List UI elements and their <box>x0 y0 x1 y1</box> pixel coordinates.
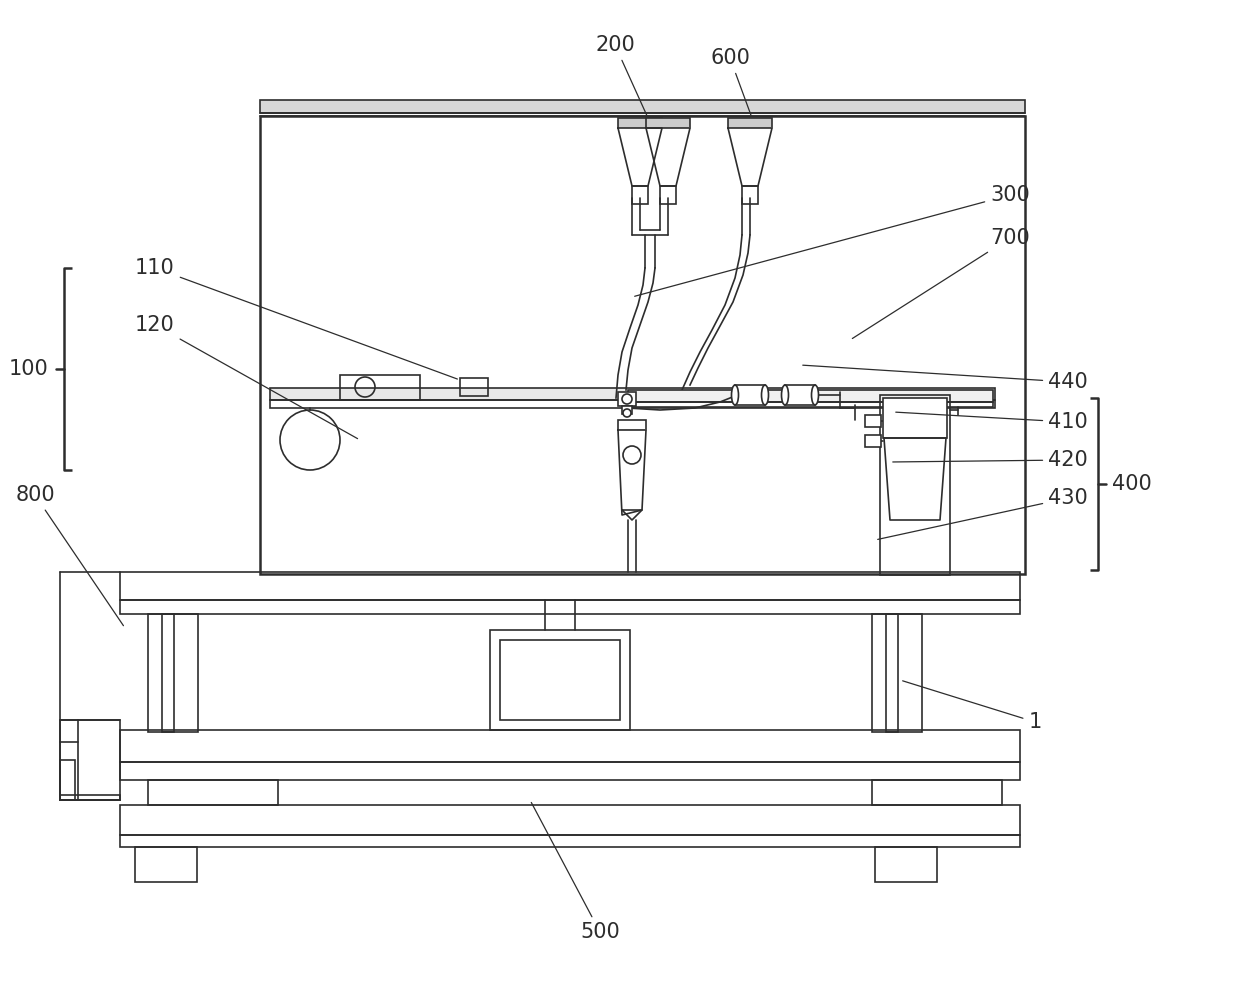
Text: 430: 430 <box>878 488 1087 540</box>
Bar <box>872 614 923 732</box>
Bar <box>632 186 649 204</box>
Polygon shape <box>618 128 662 186</box>
Bar <box>500 640 620 720</box>
Text: 1: 1 <box>903 681 1042 732</box>
Bar <box>340 375 420 400</box>
Ellipse shape <box>811 385 818 405</box>
Bar <box>270 400 994 408</box>
Ellipse shape <box>781 385 789 405</box>
Bar <box>646 118 689 128</box>
Text: 300: 300 <box>635 185 1030 296</box>
Text: 410: 410 <box>895 412 1087 432</box>
Polygon shape <box>728 128 773 186</box>
Bar <box>148 614 198 732</box>
Bar <box>270 388 994 400</box>
Bar <box>728 118 773 128</box>
Bar <box>618 392 636 406</box>
Bar <box>618 420 646 430</box>
Polygon shape <box>646 128 689 186</box>
Bar <box>148 780 278 805</box>
Bar <box>162 614 174 732</box>
Text: 400: 400 <box>1112 474 1152 494</box>
Text: 700: 700 <box>852 228 1030 338</box>
Bar <box>660 186 676 204</box>
Bar <box>627 402 993 407</box>
Bar <box>490 630 630 730</box>
Text: 200: 200 <box>595 35 647 115</box>
Text: 100: 100 <box>9 359 48 379</box>
Bar <box>120 835 1021 847</box>
Bar <box>460 378 489 396</box>
Text: 600: 600 <box>711 48 751 115</box>
Circle shape <box>622 394 632 404</box>
Polygon shape <box>618 430 646 515</box>
Bar <box>120 762 1021 780</box>
Text: 800: 800 <box>15 485 124 626</box>
Bar <box>627 390 993 402</box>
Polygon shape <box>622 510 642 520</box>
Circle shape <box>622 446 641 464</box>
Text: 420: 420 <box>893 450 1087 470</box>
Bar <box>872 780 1002 805</box>
Text: 500: 500 <box>531 802 620 942</box>
Text: 110: 110 <box>135 258 458 379</box>
Bar <box>622 406 632 414</box>
Bar <box>120 730 1021 762</box>
Bar <box>120 600 1021 614</box>
Bar <box>735 385 765 405</box>
Text: 440: 440 <box>802 365 1087 392</box>
Ellipse shape <box>732 385 739 405</box>
Bar <box>260 100 1025 113</box>
Bar <box>120 572 1021 600</box>
Bar <box>742 186 758 204</box>
Bar <box>785 385 815 405</box>
Bar <box>880 395 950 575</box>
Bar <box>875 847 937 882</box>
Bar <box>866 415 880 427</box>
Bar <box>887 402 942 434</box>
Bar <box>135 847 197 882</box>
Bar <box>120 805 1021 835</box>
Polygon shape <box>884 438 946 520</box>
Ellipse shape <box>761 385 769 405</box>
Bar <box>866 435 880 447</box>
Bar <box>260 116 1025 574</box>
Bar <box>618 118 662 128</box>
Bar <box>60 760 74 800</box>
Bar <box>60 720 120 800</box>
Text: 120: 120 <box>135 315 357 438</box>
Circle shape <box>622 409 631 417</box>
Bar <box>883 398 947 438</box>
Bar <box>887 614 898 732</box>
Bar <box>60 795 120 800</box>
